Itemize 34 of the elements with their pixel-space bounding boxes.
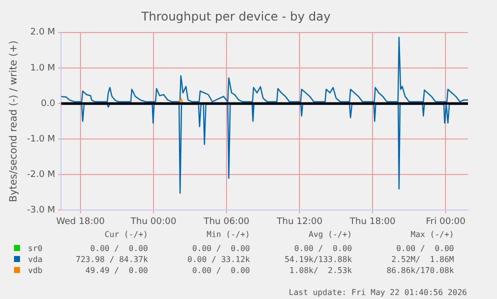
text: Last update: Fri May 22 01:40:56 2026 [288,288,467,297]
legend-label: sr0 [28,243,44,254]
x-tick-label: Fri 00:00 [426,216,466,227]
y-tick-label: 1.0 M [30,63,56,74]
x-tick-label: Wed 18:00 [56,216,105,227]
legend-label: vdb [28,265,44,276]
text: Avg (-/+) [308,230,352,239]
text: 0.00 / 0.00 [191,265,250,276]
y-tick-label: -2.0 M [27,170,56,180]
text: 0.00 / 0.00 [89,243,148,254]
text: 0.00 / 0.00 [395,243,454,254]
x-tick-label: Thu 00:00 [130,216,177,227]
y-tick-label: -3.0 M [27,206,56,216]
legend-label: vda [28,254,44,265]
text: 723.98 / 84.37k [74,254,148,265]
text: 2.52M/ 1.86M [390,254,454,265]
text: 54.19k/133.88k [284,254,352,265]
y-axis-title: Bytes/second read (-) / write (+) [8,40,20,202]
text: 0.00 / 0.00 [191,243,250,254]
x-tick-label: Thu 18:00 [348,216,396,227]
text: 1.08k/ 2.53k [288,265,352,276]
text: 0.00 / 33.12k [186,254,250,265]
text: 86.86k/170.08k [386,265,454,276]
text: Cur (-/+) [104,230,148,239]
text: Max (-/+) [410,230,454,239]
chart-title: Throughput per device - by day [140,9,331,24]
y-tick-label: 2.0 M [30,28,56,38]
text: Min (-/+) [206,230,250,239]
x-tick-label: Thu 12:00 [276,216,323,227]
text: 49.49 / 0.00 [84,265,148,276]
x-tick-label: Thu 06:00 [202,216,250,227]
y-tick-label: 0.0 [40,98,56,109]
text: 0.00 / 0.00 [293,243,352,254]
y-tick-label: -1.0 M [27,134,56,144]
